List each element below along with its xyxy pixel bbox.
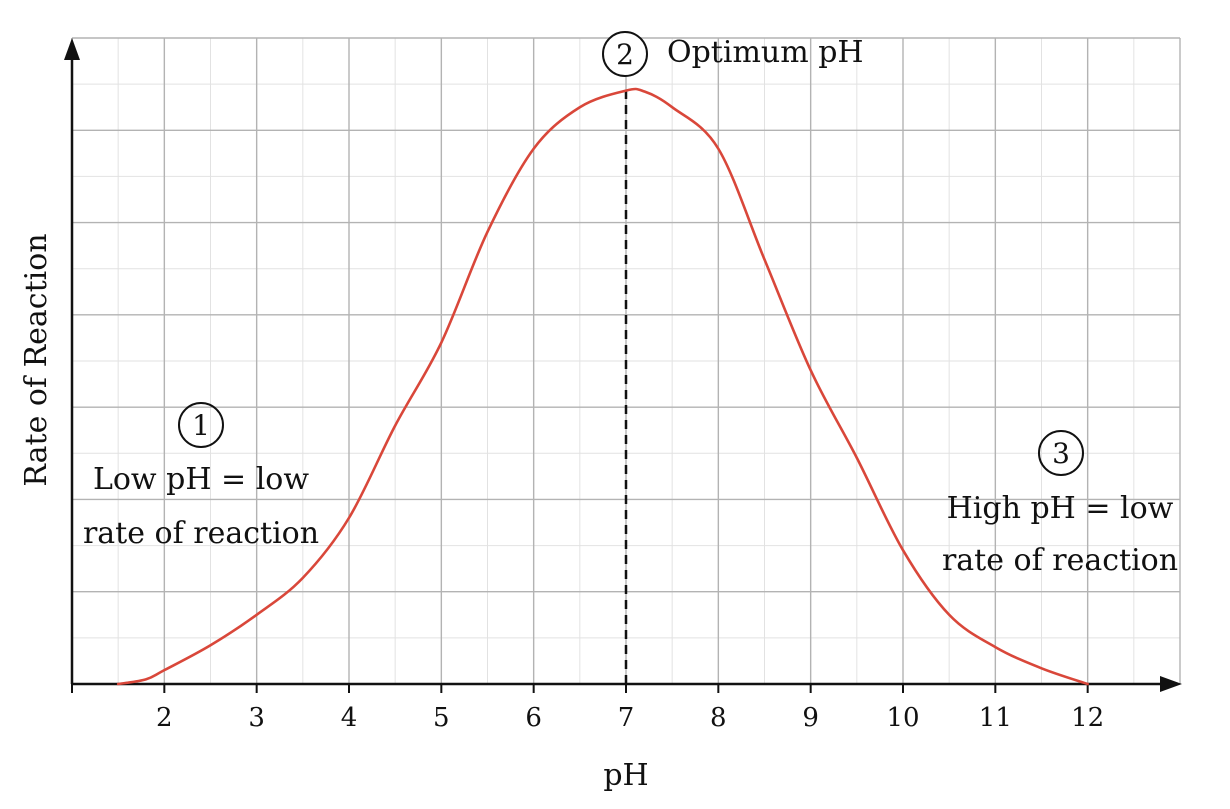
x-tick-label: 11 (979, 703, 1012, 733)
annotation-low-ph: 1 Low pH = low rate of reaction (83, 402, 319, 551)
x-axis-label: pH (603, 758, 648, 793)
annotation-number: 3 (1052, 437, 1070, 470)
annotation-number-circle (1038, 430, 1084, 476)
x-tick-labels: 2 3 4 5 6 7 8 9 10 11 12 (156, 703, 1104, 733)
x-tick-label: 4 (341, 703, 358, 733)
annotation-text-line: rate of reaction (942, 543, 1178, 578)
rate-curve (116, 87, 1089, 686)
x-tick-marks (71, 684, 1089, 693)
x-tick-label: 6 (525, 703, 542, 733)
annotation-text-line: High pH = low (947, 491, 1174, 526)
x-tick-label: 7 (618, 703, 635, 733)
annotation-number-circle (602, 31, 648, 77)
x-axis-arrow-icon (1160, 676, 1182, 692)
x-tick-label: 3 (248, 703, 265, 733)
y-axis-label: Rate of Reaction (19, 233, 54, 486)
x-tick-label: 8 (710, 703, 727, 733)
x-tick-label: 12 (1071, 703, 1104, 733)
annotation-number-circle (178, 402, 224, 448)
annotation-number: 1 (192, 409, 210, 442)
annotation-number: 2 (616, 38, 634, 71)
annotation-text-line: Low pH = low (93, 462, 309, 497)
x-tick-label: 9 (802, 703, 819, 733)
annotation-optimum-ph: 2 Optimum pH (602, 31, 864, 77)
annotation-high-ph: 3 High pH = low rate of reaction (942, 430, 1178, 578)
annotation-text-line: Optimum pH (667, 35, 864, 70)
x-tick-label: 2 (156, 703, 173, 733)
x-tick-label: 5 (433, 703, 450, 733)
y-axis-arrow-icon (64, 38, 80, 60)
annotation-text-line: rate of reaction (83, 516, 319, 551)
x-tick-label: 10 (886, 703, 919, 733)
